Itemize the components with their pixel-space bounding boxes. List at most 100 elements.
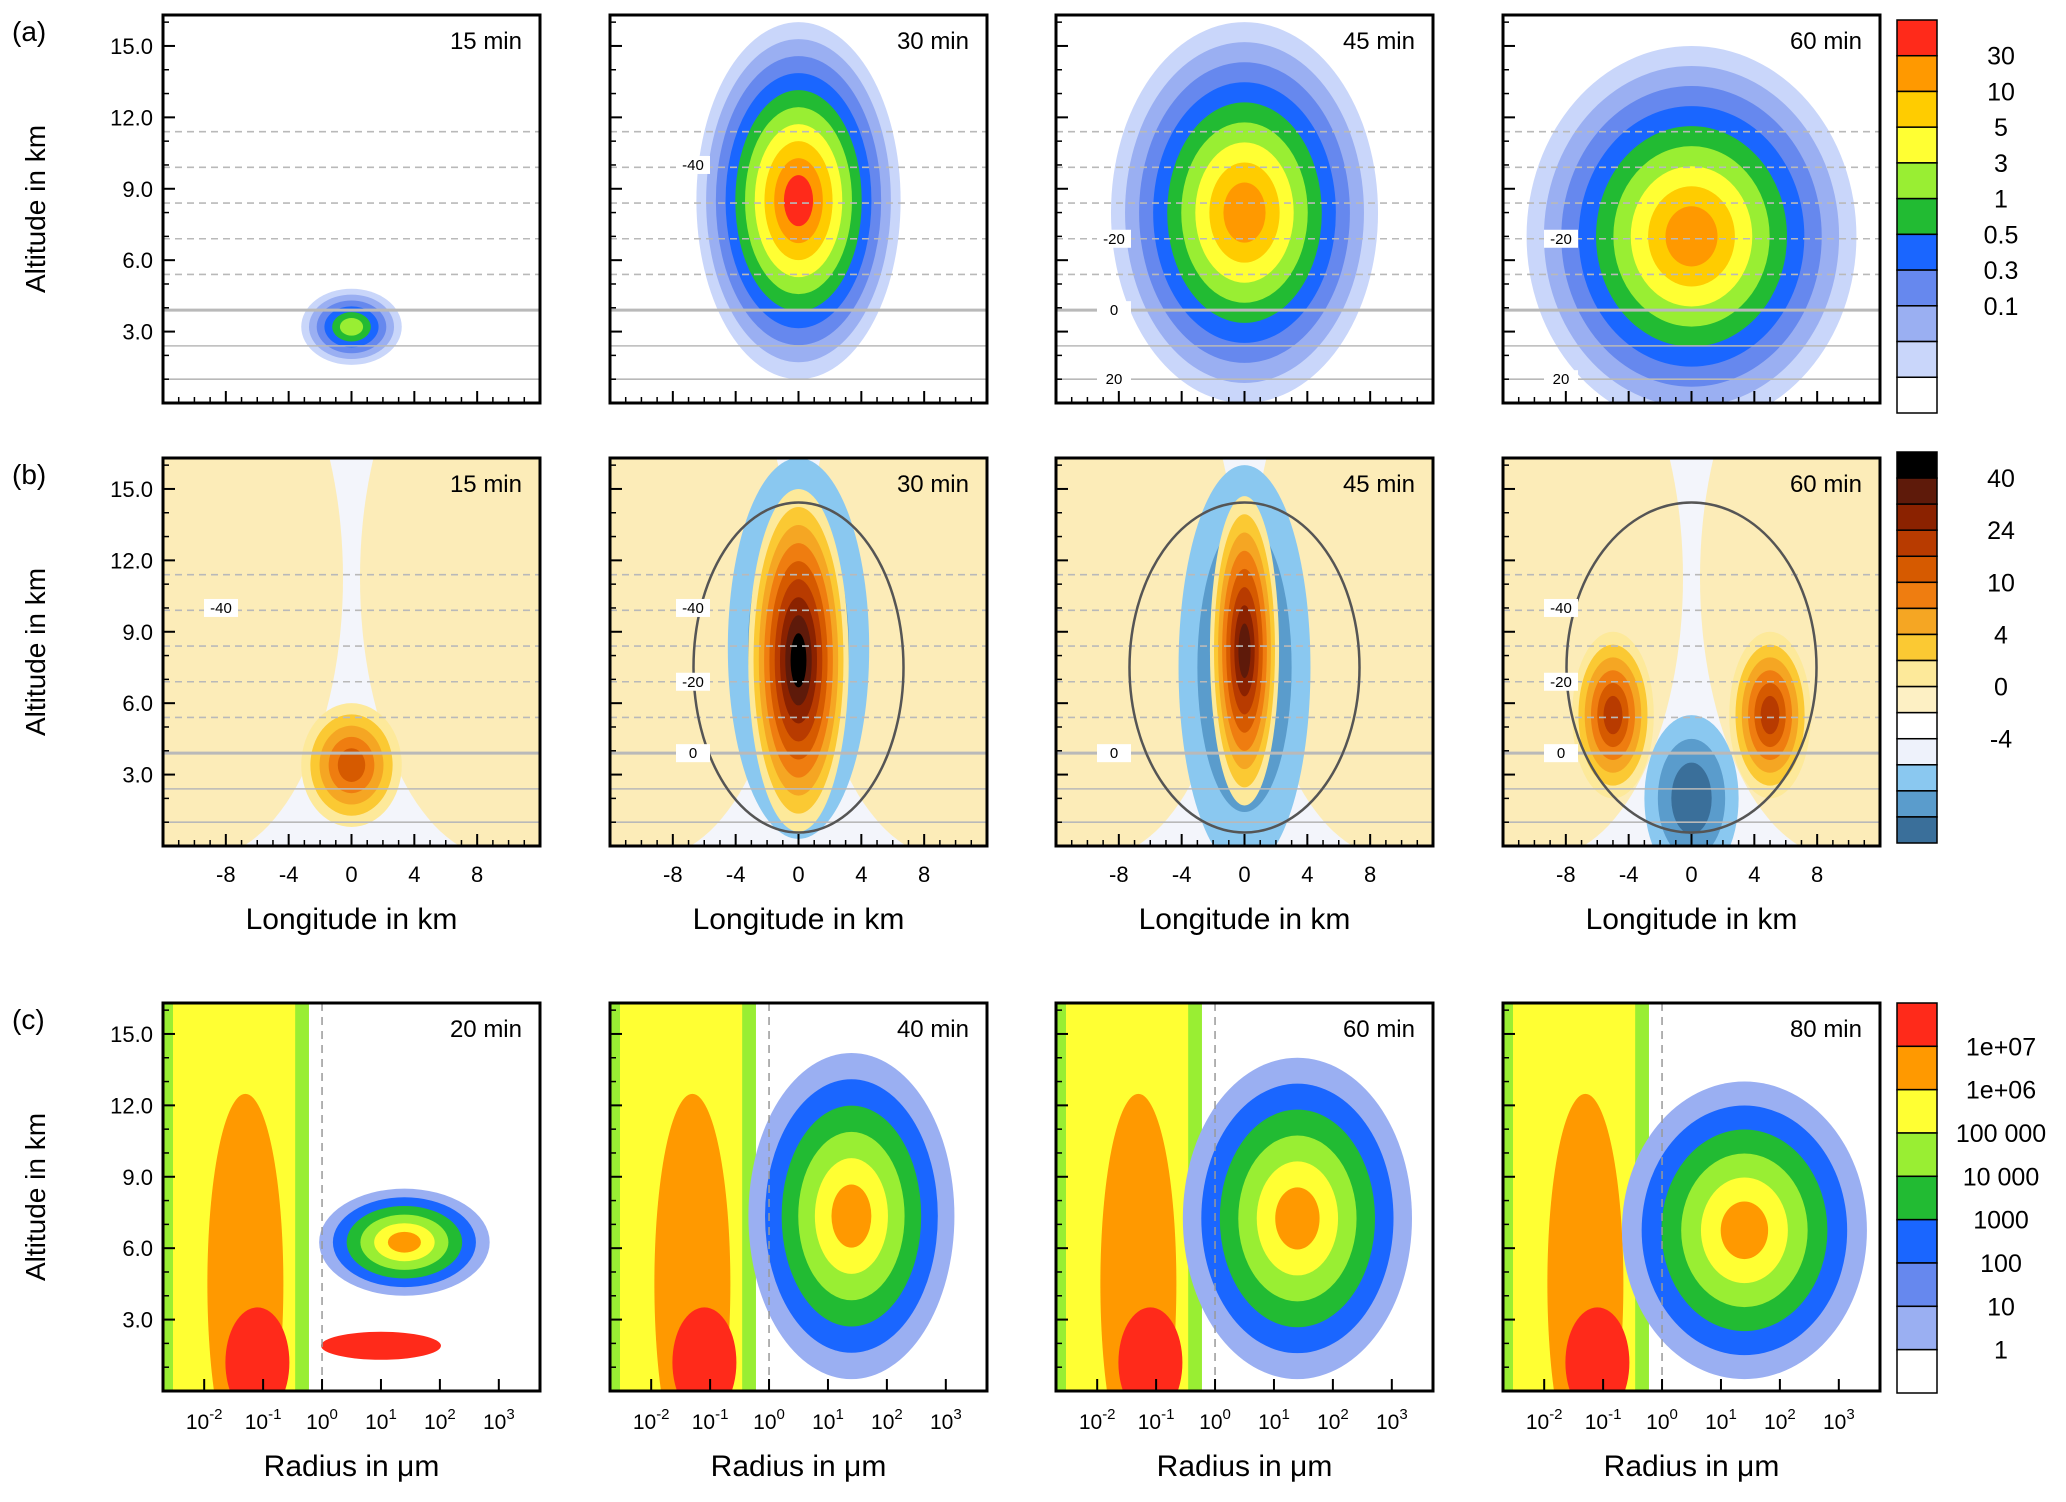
contour-label: -20 [1550, 231, 1572, 248]
colorbar-label: -4 [1990, 726, 2012, 754]
colorbar-label: 30 [1987, 43, 2015, 71]
colorbar-box [1896, 451, 1938, 479]
panel-frame [1501, 1001, 1882, 1393]
x-tick-label: 8 [918, 862, 930, 887]
y-tick-label: 15.0 [110, 477, 153, 502]
colorbar-label: 100 [1980, 1250, 2022, 1278]
y-tick-label: 6.0 [122, 248, 153, 273]
x-tick-label: 8 [1364, 862, 1376, 887]
contour-label: -40 [682, 157, 704, 174]
colorbar-box [1896, 269, 1938, 307]
contour-label-bg [204, 598, 238, 617]
colorbar-label: 40 [1987, 465, 2015, 493]
x-tick-label: 103 [1376, 1406, 1408, 1434]
panel-time-label: 45 min [1343, 28, 1415, 55]
colorbar-box [1896, 305, 1938, 343]
x-tick-label: 102 [1317, 1406, 1349, 1434]
panel-frame [161, 1001, 542, 1393]
colorbar-box [1896, 1088, 1938, 1134]
colorbar-box [1896, 790, 1938, 818]
colorbar-label: 1 [1994, 1337, 2008, 1365]
x-tick-label: 10-1 [1138, 1406, 1175, 1434]
x-tick-label: 10-1 [692, 1406, 729, 1434]
y-tick-label: 3.0 [122, 763, 153, 788]
row-label: (c) [12, 1004, 45, 1035]
y-tick-label: 9.0 [122, 177, 153, 202]
x-axis-label: Longitude in km [1139, 903, 1351, 936]
colorbar-label: 10 000 [1963, 1163, 2039, 1191]
y-tick-label: 12.0 [110, 105, 153, 130]
x-tick-label: 4 [408, 862, 420, 887]
contour-label-bg [1544, 370, 1578, 389]
y-axis-label: Altitude in km [20, 568, 51, 736]
x-tick-label: 102 [424, 1406, 456, 1434]
x-tick-label: 101 [812, 1406, 844, 1434]
colorbar-box [1896, 659, 1938, 688]
condensate-level-8 [1223, 182, 1266, 243]
colorbar-box [1896, 477, 1938, 505]
heating-level-4 [337, 748, 366, 782]
y-axis-label: Altitude in km [20, 125, 51, 293]
cooling-level-2 [1671, 762, 1712, 835]
x-tick-label: 102 [1764, 1406, 1796, 1434]
panel-field: -40 -20 0 [1503, 458, 1880, 846]
condensate-level-8 [1665, 206, 1718, 267]
colorbar-label: 1 [1994, 186, 2008, 214]
cloud-boundary-contour [1128, 501, 1361, 834]
colorbar-box [1896, 816, 1938, 844]
colorbar-box [1896, 162, 1938, 200]
colorbar-label: 4 [1994, 621, 2008, 649]
colorbar-label: 1e+07 [1966, 1033, 2036, 1061]
hydrometeor-mode-level-5 [1720, 1201, 1769, 1260]
colorbar-box [1896, 737, 1938, 766]
panel-frame [608, 1001, 989, 1393]
x-axis-label: Radius in μm [264, 1450, 440, 1483]
x-tick-label: 10-2 [1526, 1406, 1563, 1434]
contour-label-bg [1097, 370, 1131, 389]
x-axis-label: Radius in μm [1157, 1450, 1333, 1483]
aerosol-peak [1565, 1307, 1630, 1391]
row-label: (a) [12, 16, 46, 47]
contour-label: -20 [1103, 231, 1125, 248]
panel-field: -40 [163, 458, 540, 846]
colorbar-label: 10 [1987, 78, 2015, 106]
x-tick-label: 8 [471, 862, 483, 887]
colorbar-label: 100 000 [1956, 1120, 2046, 1148]
x-tick-label: -8 [663, 862, 683, 887]
x-tick-label: -4 [726, 862, 746, 887]
colorbar-box [1896, 711, 1938, 740]
colorbar-label: 10 [1987, 1293, 2015, 1321]
contour-label: -40 [682, 600, 704, 617]
row-label: (b) [12, 459, 46, 490]
x-tick-label: 101 [365, 1406, 397, 1434]
colorbar-label: 1000 [1973, 1207, 2029, 1235]
x-axis-label: Radius in μm [1604, 1450, 1780, 1483]
colorbar-box [1896, 1348, 1938, 1394]
x-tick-label: 103 [930, 1406, 962, 1434]
x-tick-label: 101 [1258, 1406, 1290, 1434]
colorbar-box [1896, 90, 1938, 128]
contour-label: 0 [1110, 745, 1118, 762]
colorbar-box [1896, 1305, 1938, 1351]
cloud-boundary-contour [692, 501, 905, 834]
x-axis-label: Longitude in km [693, 903, 905, 936]
x-tick-label: 4 [1748, 862, 1760, 887]
panel-time-label: 30 min [897, 471, 969, 498]
colorbar-box [1896, 1218, 1938, 1264]
panel-time-label: 60 min [1343, 1016, 1415, 1043]
condensate-level-9 [783, 175, 814, 227]
y-tick-label: 3.0 [122, 320, 153, 345]
x-tick-label: 101 [1705, 1406, 1737, 1434]
x-tick-label: 100 [1199, 1406, 1231, 1434]
colorbar-box [1896, 529, 1938, 558]
x-tick-label: 103 [483, 1406, 515, 1434]
panel-field [1503, 1003, 1880, 1391]
hydrometeor-mode-level-5 [387, 1231, 421, 1253]
contour-label: 20 [1106, 371, 1123, 388]
contour-label: 0 [1110, 302, 1118, 319]
x-tick-label: -8 [1109, 862, 1129, 887]
panel-time-label: 60 min [1790, 471, 1862, 498]
contour-label-bg [676, 672, 710, 691]
contour-label-bg [676, 744, 710, 763]
